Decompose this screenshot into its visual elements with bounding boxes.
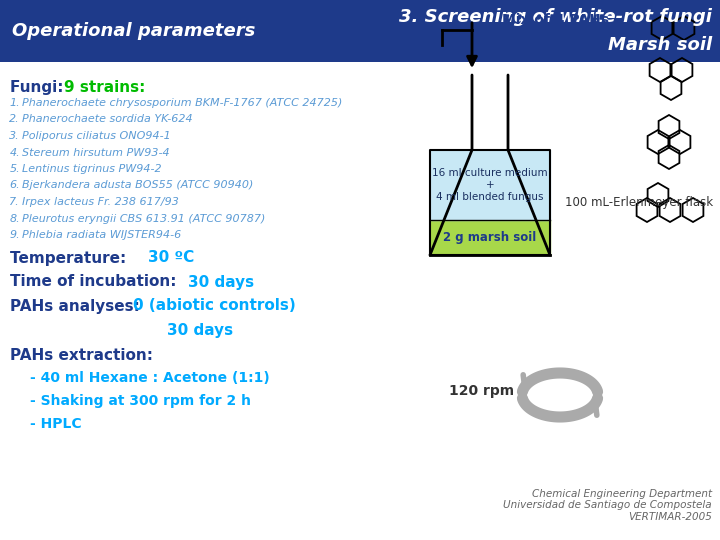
Text: Phanerochaete chrysosporium BKM-F-1767 (ATCC 24725): Phanerochaete chrysosporium BKM-F-1767 (…: [22, 98, 343, 108]
Bar: [0, 0, 720, 62]
Text: Poliporus ciliatus ONO94-1: Poliporus ciliatus ONO94-1: [22, 131, 171, 141]
Text: - 40 ml Hexane : Acetone (1:1): - 40 ml Hexane : Acetone (1:1): [30, 370, 270, 384]
Text: 8.: 8.: [9, 213, 20, 224]
Text: Chemical Engineering Department
Universidad de Santiago de Compostela
VERTIMAR-2: Chemical Engineering Department Universi…: [503, 489, 712, 522]
Text: 4.: 4.: [9, 147, 20, 158]
Text: Marsh soil: Marsh soil: [608, 36, 712, 53]
Text: 30 days: 30 days: [188, 274, 254, 289]
Text: 30 days: 30 days: [167, 322, 233, 338]
Text: 7.: 7.: [9, 197, 20, 207]
Text: Irpex lacteus Fr. 238 617/93: Irpex lacteus Fr. 238 617/93: [22, 197, 179, 207]
Text: Fungi:: Fungi:: [10, 80, 68, 95]
Text: 9 strains:: 9 strains:: [64, 80, 145, 95]
Text: 3.: 3.: [9, 131, 20, 141]
Text: - Shaking at 300 rpm for 2 h: - Shaking at 300 rpm for 2 h: [30, 394, 251, 408]
Text: 2.: 2.: [9, 114, 20, 125]
Text: 30 ºC: 30 ºC: [148, 251, 194, 266]
Text: 120 rpm: 120 rpm: [449, 384, 514, 398]
Text: 2 g marsh soil: 2 g marsh soil: [444, 231, 536, 244]
Text: Phlebia radiata WIJSTER94-6: Phlebia radiata WIJSTER94-6: [22, 230, 181, 240]
Text: Operational parameters: Operational parameters: [12, 22, 256, 40]
Text: (50 mg/kg): (50 mg/kg): [502, 31, 588, 45]
Text: Pleurotus eryngii CBS 613.91 (ATCC 90787): Pleurotus eryngii CBS 613.91 (ATCC 90787…: [22, 213, 266, 224]
Text: PAHs analyses:: PAHs analyses:: [10, 299, 145, 314]
Text: Bjerkandera adusta BOS55 (ATCC 90940): Bjerkandera adusta BOS55 (ATCC 90940): [22, 180, 253, 191]
Text: 0 (abiotic controls): 0 (abiotic controls): [133, 299, 296, 314]
Text: Time of incubation:: Time of incubation:: [10, 274, 181, 289]
Text: 3. Screening of white-rot fungi: 3. Screening of white-rot fungi: [399, 8, 712, 26]
Text: Mix of 4 PAHs: Mix of 4 PAHs: [502, 13, 609, 27]
Text: Stereum hirsutum PW93-4: Stereum hirsutum PW93-4: [22, 147, 170, 158]
Text: PAHs extraction:: PAHs extraction:: [10, 348, 153, 363]
Text: 100 mL-Erlenmeyer flask: 100 mL-Erlenmeyer flask: [565, 196, 713, 209]
Text: - HPLC: - HPLC: [30, 416, 81, 430]
Text: Temperature:: Temperature:: [10, 251, 132, 266]
Text: Lentinus tigrinus PW94-2: Lentinus tigrinus PW94-2: [22, 164, 161, 174]
Text: Phanerochaete sordida YK-624: Phanerochaete sordida YK-624: [22, 114, 193, 125]
Text: 5.: 5.: [9, 164, 20, 174]
Text: 1.: 1.: [9, 98, 20, 108]
Text: 16 ml culture medium
+
4 ml blended fungus: 16 ml culture medium + 4 ml blended fung…: [432, 168, 548, 201]
Text: 9.: 9.: [9, 230, 20, 240]
Text: 6.: 6.: [9, 180, 20, 191]
